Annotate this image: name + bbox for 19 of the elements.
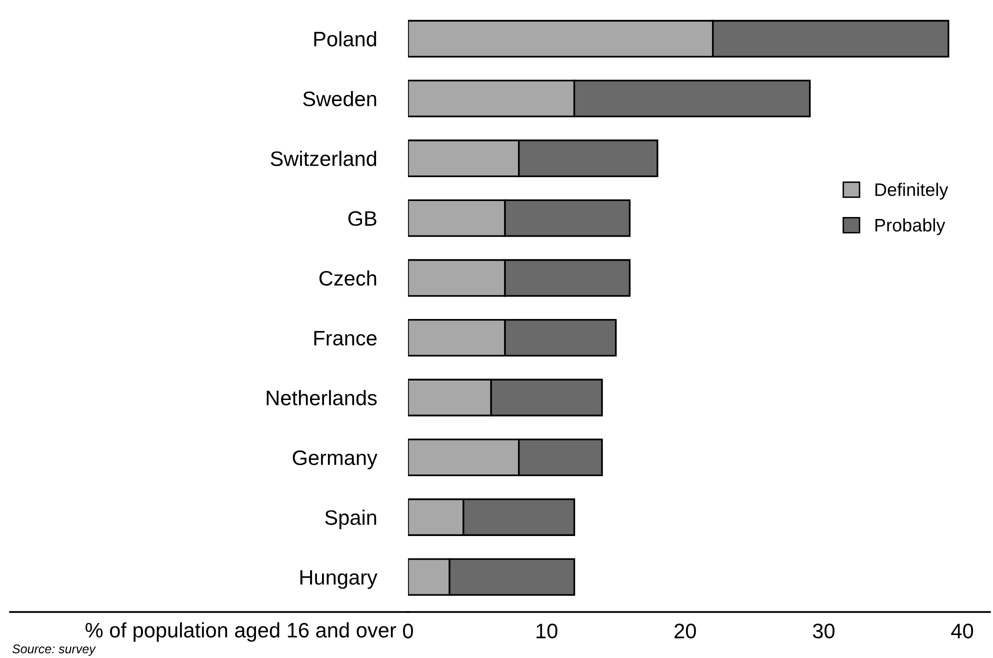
y-tick-label: France: [314, 330, 377, 346]
x-tick-label: 40: [951, 624, 974, 638]
y-tick-label: Poland: [314, 31, 376, 46]
source-note: Source: survey: [12, 644, 96, 656]
legend-label: Probably: [875, 218, 946, 236]
y-tick-label: Sweden: [303, 90, 376, 106]
x-tick-label: 0: [403, 624, 413, 638]
y-tick-label: Spain: [325, 510, 376, 530]
x-tick-label: 20: [674, 624, 696, 638]
y-tick-label: Switzerland: [270, 150, 376, 166]
y-tick-label: Czech: [319, 270, 376, 286]
y-tick-label: Germany: [292, 450, 378, 470]
x-axis-title: % of population aged 16 and over: [86, 622, 396, 642]
y-tick-label: Hungary: [300, 570, 378, 589]
x-tick-label: 30: [812, 624, 834, 638]
legend-label: Definitely: [875, 182, 948, 200]
y-tick-label: GB: [348, 211, 376, 226]
y-tick-label: Netherlands: [266, 390, 377, 406]
x-tick-label: 10: [536, 624, 558, 638]
